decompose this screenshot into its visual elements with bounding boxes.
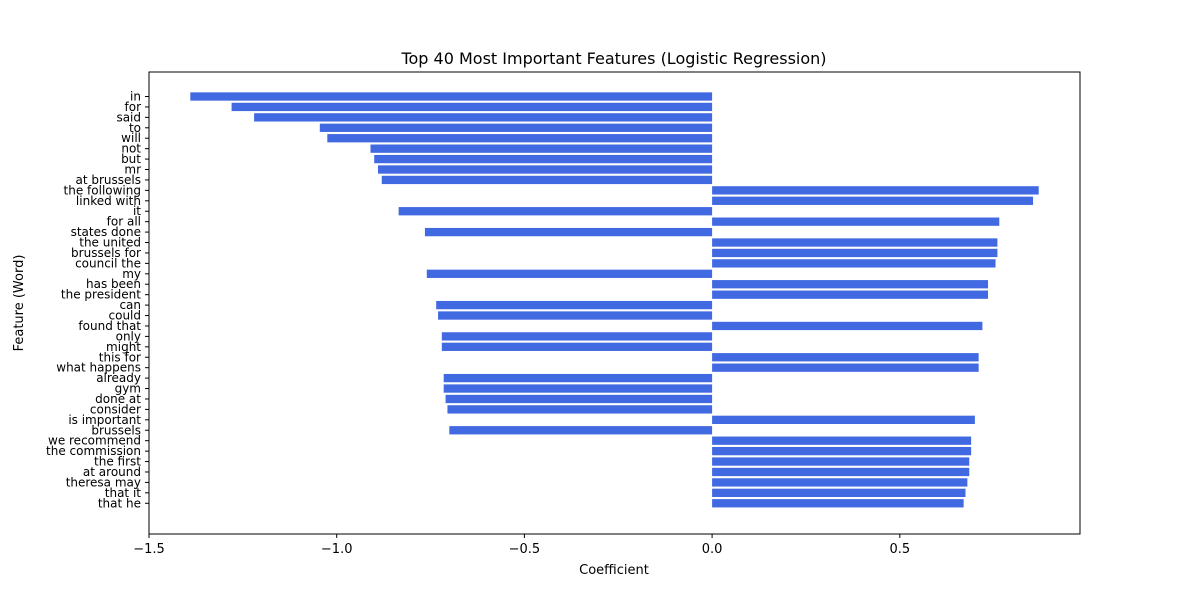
bar-my xyxy=(426,269,713,278)
x-tick-labels: −1.5 −1.0 −0.5 0.0 0.5 xyxy=(133,534,910,557)
bar-will xyxy=(327,134,713,143)
bar-might xyxy=(441,342,713,351)
bar-for xyxy=(231,102,713,112)
x-tick-label: −0.5 xyxy=(509,542,541,557)
bar-that-he xyxy=(712,499,964,508)
bar-to xyxy=(319,123,713,132)
bar-not xyxy=(370,144,713,153)
x-tick-label: 0.5 xyxy=(889,542,910,557)
bar-found-that xyxy=(712,321,983,331)
x-tick-label: −1.5 xyxy=(133,542,165,557)
bar-for-all xyxy=(712,217,1000,226)
y-tick-label: the president xyxy=(61,288,141,302)
y-axis-label: Feature (Word) xyxy=(12,255,27,352)
y-tick-label: we recommend xyxy=(48,434,141,448)
y-tick-label: but xyxy=(121,152,141,166)
y-tick-label: theresa may xyxy=(66,475,141,489)
bar-in xyxy=(190,92,713,101)
y-tick-label: is important xyxy=(68,413,141,427)
bar-council-the xyxy=(712,259,996,268)
y-tick-label: for xyxy=(125,100,142,114)
y-tick-label: what happens xyxy=(56,361,141,375)
y-tick-label: the following xyxy=(64,183,141,197)
y-tick-label: linked with xyxy=(76,194,141,208)
y-tick-label: could xyxy=(109,309,142,323)
y-tick-label: gym xyxy=(115,382,141,396)
bar-it xyxy=(398,207,713,216)
y-tick-label: found that xyxy=(78,319,141,333)
bars-group xyxy=(190,92,1039,508)
bar-but xyxy=(374,154,713,164)
bar-linked-with xyxy=(712,196,1034,205)
bar-the-following xyxy=(712,186,1039,195)
bar-we-recommend xyxy=(712,436,972,445)
y-tick-label: this for xyxy=(99,350,141,364)
y-tick-label: that it xyxy=(105,486,142,500)
y-tick-label: the first xyxy=(94,455,141,469)
y-tick-label: might xyxy=(106,340,141,354)
bar-at-brussels xyxy=(381,175,713,185)
bar-the-first xyxy=(712,457,970,466)
y-tick-label: at brussels xyxy=(75,173,141,187)
bar-already xyxy=(443,373,713,383)
bar-said xyxy=(254,113,713,122)
bar-the-commission xyxy=(712,446,972,456)
y-tick-label: the united xyxy=(79,236,141,250)
x-axis-label: Coefficient xyxy=(579,563,649,578)
y-tick-label: only xyxy=(116,329,141,343)
y-tick-label: states done xyxy=(71,225,141,239)
y-tick-label: mr xyxy=(124,163,141,177)
bar-this-for xyxy=(712,353,979,362)
y-tick-label: that he xyxy=(98,496,141,510)
y-tick-label: in xyxy=(130,90,141,104)
bar-has-been xyxy=(712,280,989,289)
y-tick-label: will xyxy=(121,131,141,145)
bar-consider xyxy=(447,405,713,414)
y-tick-label: my xyxy=(122,267,141,281)
y-tick-label: council the xyxy=(75,256,141,270)
bar-that-it xyxy=(712,488,966,497)
y-tick-label: already xyxy=(96,371,141,385)
y-tick-label: said xyxy=(116,110,141,124)
bar-gym xyxy=(443,384,713,393)
bar-the-president xyxy=(712,290,989,299)
bar-mr xyxy=(377,165,713,174)
y-tick-label: at around xyxy=(83,465,141,479)
x-tick-label: −1.0 xyxy=(321,542,353,557)
y-tick-label: not xyxy=(121,142,141,156)
bar-the-united xyxy=(712,238,998,247)
bar-brussels-for xyxy=(712,248,998,258)
bar-is-important xyxy=(712,415,975,424)
y-tick-label: has been xyxy=(86,277,141,291)
y-tick-label: it xyxy=(133,204,141,218)
bar-could xyxy=(438,311,713,320)
bar-theresa-may xyxy=(712,478,968,487)
chart-title: Top 40 Most Important Features (Logistic… xyxy=(400,49,826,68)
y-tick-label: to xyxy=(129,121,141,135)
plot-frame xyxy=(148,71,1081,535)
y-tick-label: for all xyxy=(107,215,141,229)
bar-what-happens xyxy=(712,363,979,372)
y-tick-label: the commission xyxy=(46,444,141,458)
y-tick-label: consider xyxy=(90,402,141,416)
x-tick-label: 0.0 xyxy=(702,542,723,557)
bar-done-at xyxy=(445,394,713,404)
bar-only xyxy=(441,332,713,341)
y-tick-label: brussels xyxy=(91,423,141,437)
y-tick-label: done at xyxy=(95,392,141,406)
y-tick-label: can xyxy=(119,298,141,312)
y-tick-label: brussels for xyxy=(71,246,141,260)
bar-at-around xyxy=(712,467,970,477)
bar-states-done xyxy=(424,227,713,237)
bar-brussels xyxy=(449,426,713,435)
bar-can xyxy=(436,300,713,310)
